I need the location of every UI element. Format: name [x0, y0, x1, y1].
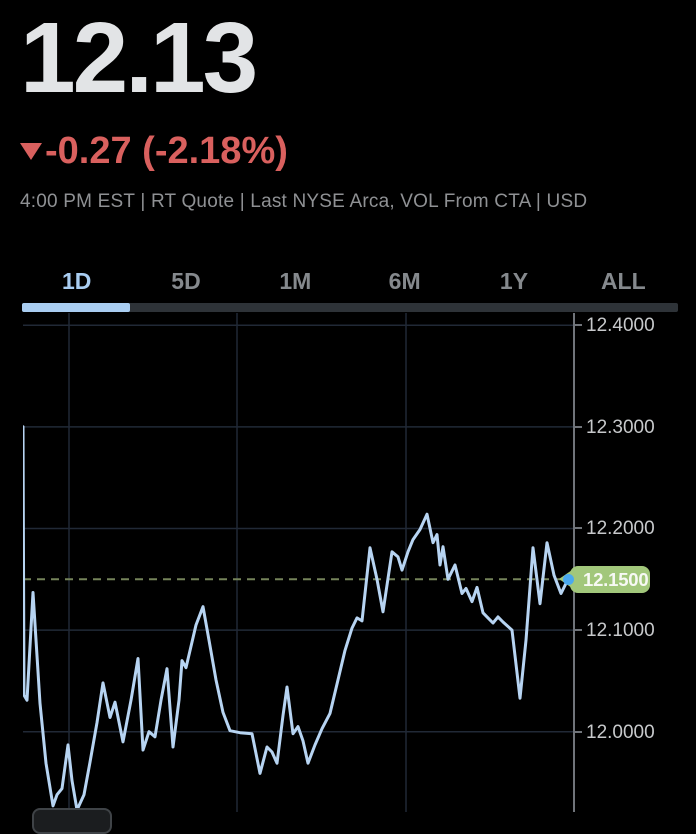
tab-1m[interactable]: 1M: [241, 266, 350, 296]
tab-underline-track: [22, 303, 678, 312]
price-change-text: -0.27 (-2.18%): [45, 130, 288, 172]
tab-5d[interactable]: 5D: [131, 266, 240, 296]
y-axis-label: 12.1000: [586, 620, 655, 642]
y-axis-tick: [574, 527, 582, 530]
chart-plot[interactable]: [23, 313, 575, 812]
y-axis-label: 12.0000: [586, 721, 655, 743]
price-line-series: [23, 425, 570, 812]
tab-underline-active: [22, 303, 130, 312]
price-change: -0.27 (-2.18%): [20, 132, 288, 170]
down-triangle-icon: [20, 142, 42, 160]
tab-all[interactable]: ALL: [569, 266, 678, 296]
y-axis-tick: [574, 629, 582, 632]
price-chart[interactable]: 12.4000 12.3000 12.2000 12.1000 12.0000 12.1…: [0, 313, 696, 834]
last-price-dot: [562, 573, 574, 585]
quote-meta-line: 4:00 PM EST | RT Quote | Last NYSE Arca,…: [20, 191, 588, 212]
y-axis-label: 12.4000: [586, 315, 655, 337]
y-axis-tick: [574, 730, 582, 733]
time-range-tabs: 1D 5D 1M 6M 1Y ALL: [22, 266, 678, 296]
tab-6m[interactable]: 6M: [350, 266, 459, 296]
y-axis-label: 12.3000: [586, 416, 655, 438]
last-price-badge: 12.1500: [570, 565, 650, 593]
y-axis-line: [573, 313, 575, 812]
price-value: 12.13: [20, 2, 258, 114]
tab-1y[interactable]: 1Y: [459, 266, 568, 296]
y-axis-tick: [574, 425, 582, 428]
y-axis-tick: [574, 324, 582, 327]
y-axis-label: 12.2000: [586, 518, 655, 540]
tab-1d[interactable]: 1D: [22, 266, 131, 296]
